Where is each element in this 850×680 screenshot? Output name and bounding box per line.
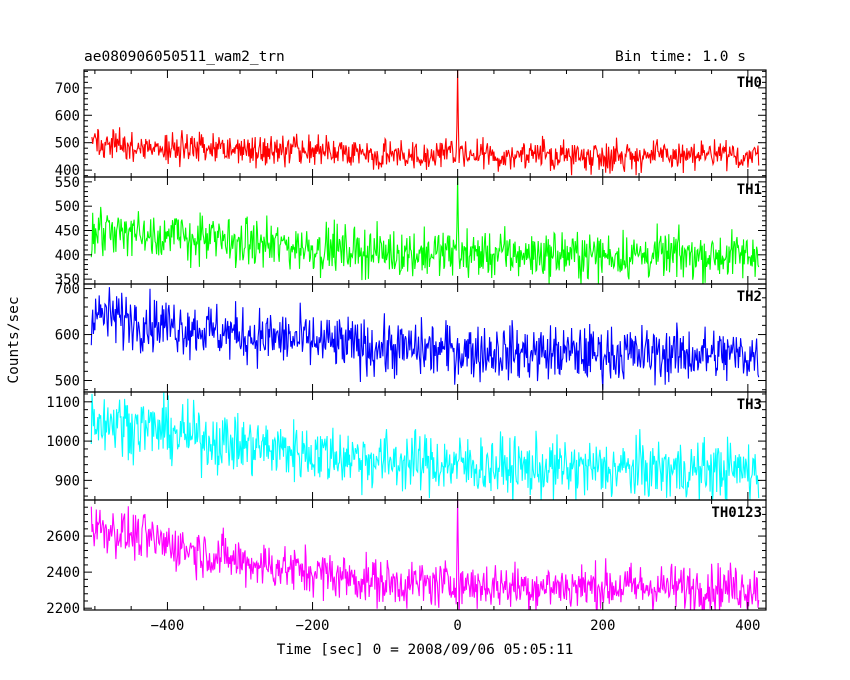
y-tick-label: 400 bbox=[55, 248, 80, 264]
x-tick-label: −400 bbox=[151, 618, 185, 634]
panel-th0123: 2200 2400 2600 TH0123 bbox=[46, 499, 767, 617]
chart-title: ae080906050511_wam2_trn bbox=[84, 49, 285, 65]
series-line-th2 bbox=[90, 287, 760, 390]
panel-label-th1: TH1 bbox=[737, 182, 762, 198]
panel-th1: 350 400 450 500 550 TH1 bbox=[55, 175, 767, 288]
y-tick-label: 350 bbox=[55, 272, 80, 288]
x-tick-label: 0 bbox=[453, 618, 461, 634]
y-tick-label: 1000 bbox=[46, 434, 80, 450]
panel-label-th0: TH0 bbox=[737, 75, 762, 91]
y-tick-label: 500 bbox=[55, 374, 80, 390]
x-tick-label: 400 bbox=[735, 618, 760, 634]
y-tick-label: 2200 bbox=[46, 601, 80, 617]
series-line-th0123 bbox=[90, 500, 760, 610]
y-tick-label: 700 bbox=[55, 282, 80, 298]
panel-th0: 400 500 600 700 TH0 bbox=[55, 69, 767, 179]
panel-th3: 900 1000 1100 TH3 bbox=[46, 391, 767, 501]
bin-time-label: Bin time: 1.0 s bbox=[615, 49, 746, 65]
y-tick-label: 500 bbox=[55, 199, 80, 215]
panels-group: 400 500 600 700 TH0 350 400 450 500 550 TH1 500 600 7… bbox=[46, 69, 767, 634]
y-tick-label: 600 bbox=[55, 328, 80, 344]
y-tick-label: 600 bbox=[55, 108, 80, 124]
series-line-th3 bbox=[90, 392, 760, 500]
x-tick-label: −200 bbox=[296, 618, 330, 634]
x-axis-ticks: −400 −200 0 200 400 bbox=[151, 618, 761, 634]
series-line-th0 bbox=[91, 70, 760, 176]
series-line-th1 bbox=[90, 177, 760, 284]
y-tick-label: 1100 bbox=[46, 395, 80, 411]
x-tick-label: 200 bbox=[590, 618, 615, 634]
y-tick-label: 2400 bbox=[46, 565, 80, 581]
x-axis-label: Time [sec] 0 = 2008/09/06 05:05:11 bbox=[277, 642, 574, 658]
y-tick-label: 2600 bbox=[46, 529, 80, 545]
y-tick-label: 700 bbox=[55, 81, 80, 97]
y-tick-label: 550 bbox=[55, 175, 80, 191]
panel-th2: 500 600 700 TH2 bbox=[55, 282, 767, 393]
y-tick-label: 900 bbox=[55, 473, 80, 489]
y-tick-label: 400 bbox=[55, 163, 80, 179]
panel-label-th0123: TH0123 bbox=[711, 505, 762, 521]
panel-frame bbox=[83, 499, 767, 611]
y-tick-label: 500 bbox=[55, 136, 80, 152]
y-tick-label: 450 bbox=[55, 224, 80, 240]
y-axis-label: Counts/sec bbox=[6, 296, 22, 383]
panel-label-th3: TH3 bbox=[737, 397, 762, 413]
panel-label-th2: TH2 bbox=[737, 289, 762, 305]
